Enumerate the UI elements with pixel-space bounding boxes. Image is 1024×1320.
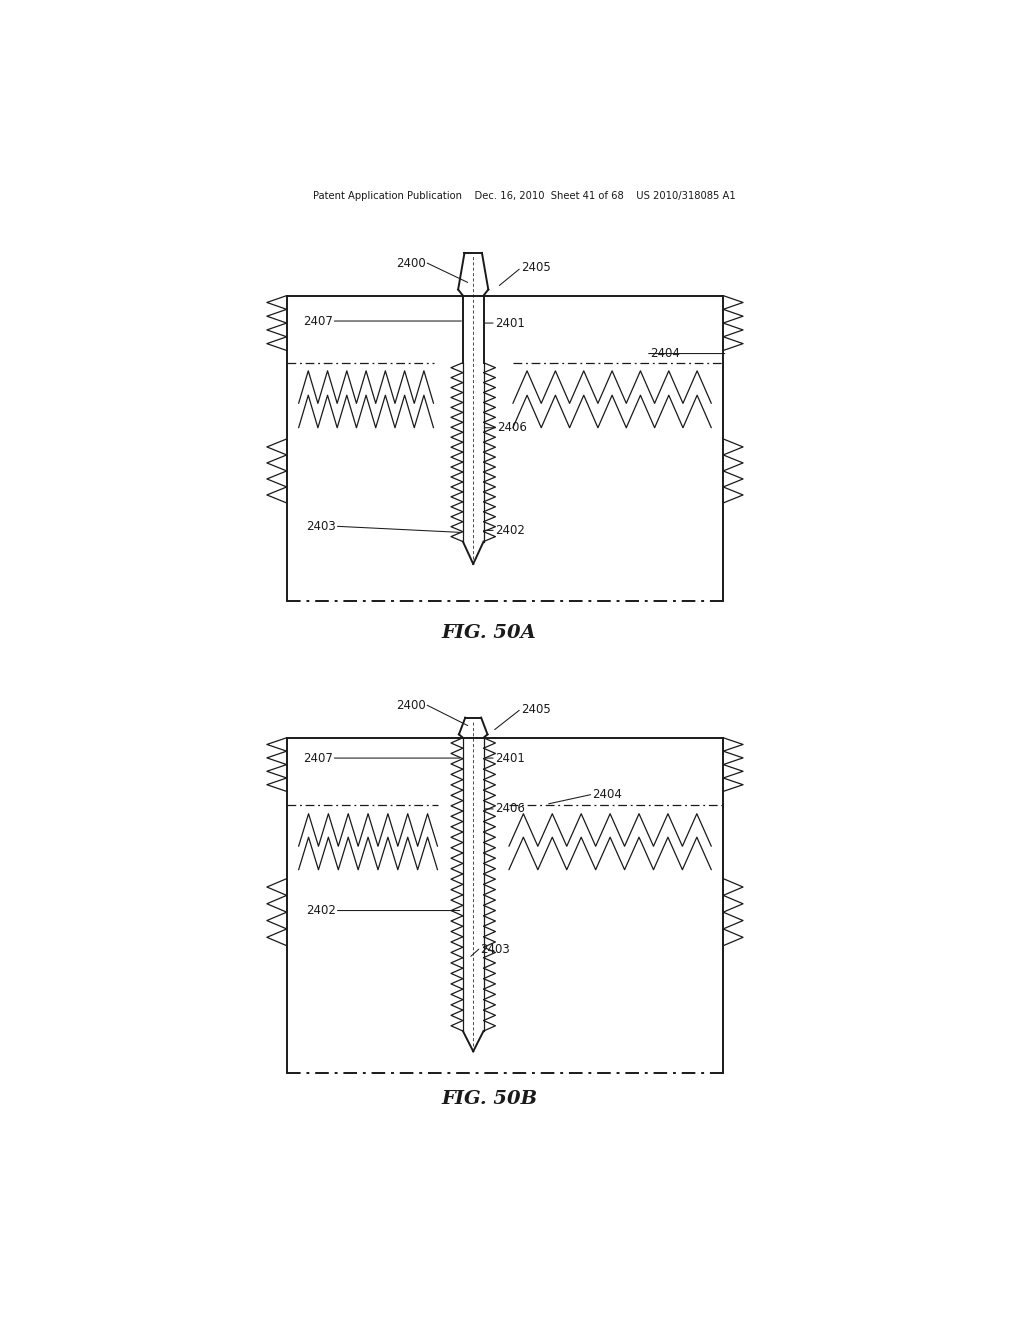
- Text: 2401: 2401: [495, 317, 524, 330]
- Text: 2401: 2401: [495, 751, 524, 764]
- Text: 2400: 2400: [396, 698, 426, 711]
- Text: 2407: 2407: [303, 314, 333, 327]
- Text: 2404: 2404: [650, 347, 680, 360]
- Text: 2405: 2405: [521, 260, 551, 273]
- Text: 2403: 2403: [480, 942, 510, 956]
- Text: 2407: 2407: [303, 751, 333, 764]
- Text: FIG. 50B: FIG. 50B: [441, 1090, 538, 1109]
- Text: 2405: 2405: [521, 702, 551, 715]
- Text: Patent Application Publication    Dec. 16, 2010  Sheet 41 of 68    US 2010/31808: Patent Application Publication Dec. 16, …: [313, 191, 736, 201]
- Text: 2406: 2406: [497, 421, 527, 434]
- Text: 2404: 2404: [592, 788, 623, 801]
- Text: 2406: 2406: [495, 803, 524, 816]
- Text: FIG. 50A: FIG. 50A: [441, 624, 537, 642]
- Text: 2400: 2400: [396, 256, 426, 269]
- Text: 2402: 2402: [306, 904, 336, 917]
- Text: 2403: 2403: [306, 520, 336, 533]
- Text: 2402: 2402: [495, 524, 524, 537]
